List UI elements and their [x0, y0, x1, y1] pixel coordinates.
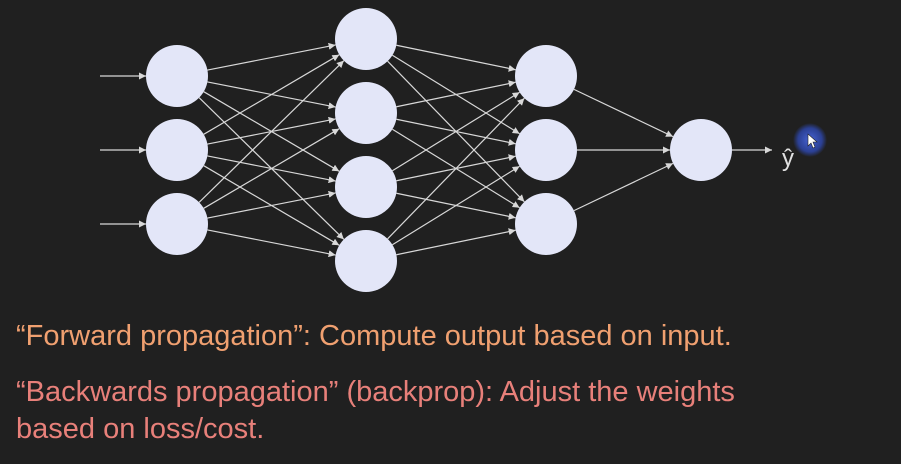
backward-caption-line-1: “Backwards propagation” (backprop): Adju…: [16, 376, 735, 408]
edge-l1n3-l2n1: [198, 60, 345, 203]
edge-l1n3-l2n2: [203, 128, 340, 209]
cursor-arrow-icon: [807, 133, 818, 149]
edge-l2n2-l3n1: [396, 80, 516, 108]
hidden-layer-2-neuron-1: [515, 45, 577, 107]
hidden-layer-2-neuron-2: [515, 119, 577, 181]
edge-l2n3-l3n1: [392, 91, 520, 172]
input-layer-neuron-1: [146, 45, 208, 107]
connection-edges: [100, 42, 772, 258]
edge-l2n4-l3n3: [396, 228, 516, 256]
hidden-layer-1-neuron-2: [335, 82, 397, 144]
backward-propagation-caption: “Backwards propagation” (backprop): Adju…: [16, 374, 735, 448]
edge-l2n4-l3n1: [387, 97, 525, 240]
edge-l1n1-l2n1: [207, 42, 336, 71]
edge-l3n3-l4n1: [573, 162, 674, 212]
hidden-layer-2-neuron-3: [515, 193, 577, 255]
edge-l2n1-l3n1: [396, 44, 516, 72]
neural-network-diagram: ŷ: [100, 8, 827, 292]
input-layer-neuron-2: [146, 119, 208, 181]
edge-l2n4-l3n2: [392, 165, 520, 246]
output-y-hat-label: ŷ: [782, 145, 794, 172]
edge-l1n2-l2n1: [203, 54, 340, 135]
edge-l1n3-l2n4: [207, 229, 336, 258]
edge-l3n1-l4n1: [573, 88, 674, 138]
mouse-cursor: [793, 123, 827, 157]
hidden-layer-1-neuron-3: [335, 156, 397, 218]
hidden-layer-1-neuron-1: [335, 8, 397, 70]
hidden-layer-1-neuron-4: [335, 230, 397, 292]
output-layer-neuron-1: [670, 119, 732, 181]
edge-l1n3-l2n3: [207, 190, 336, 219]
input-layer-neuron-3: [146, 193, 208, 255]
forward-propagation-caption: “Forward propagation”: Compute output ba…: [16, 320, 732, 352]
neurons: [146, 8, 732, 292]
backward-caption-line-2: based on loss/cost.: [16, 413, 265, 445]
